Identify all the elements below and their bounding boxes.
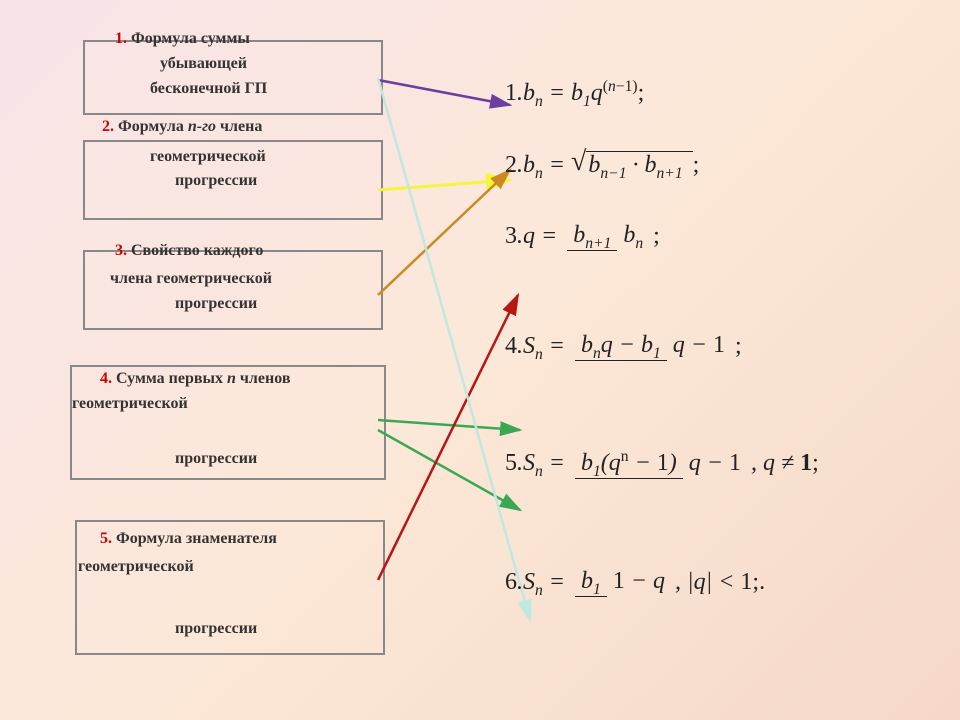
label-2-line1: 2. Формула n-го члена	[102, 118, 262, 136]
formula-6: 6.Sn = b11 − q, |q| < 1;.	[505, 568, 765, 600]
label-1-line2: убывающей	[160, 55, 247, 73]
box-3	[83, 250, 383, 330]
label-4-line3: прогрессии	[175, 450, 257, 468]
label-3-line1: 3. Свойство каждого	[115, 242, 263, 260]
label-1-line1: 1. Формула суммы	[115, 30, 250, 48]
label-3-line3: прогрессии	[175, 295, 257, 313]
box-1	[83, 40, 383, 115]
label-3-line2: члена геометрической	[110, 270, 272, 288]
label-2-line2: геометрической	[150, 148, 266, 166]
formula-4: 4.Sn = bnq − b1q − 1;	[505, 332, 742, 364]
formula-5: 5.Sn = b1(qn − 1)q − 1, q ≠ 1;	[505, 448, 819, 481]
formula-3: 3.q = bn+1bn;	[505, 222, 660, 253]
formula-2: 2.bn = √bn−1 · bn+1;	[505, 148, 699, 183]
label-5-line2: геометрической	[78, 558, 194, 576]
label-5-line1: 5. Формула знаменателя	[100, 530, 277, 548]
formula-1: 1.bn = b1q(n−1);	[505, 78, 644, 111]
label-1-line3: бесконечной ГП	[150, 80, 267, 98]
label-5-line3: прогрессии	[175, 620, 257, 638]
label-4-line1: 4. Сумма первых n членов	[100, 370, 290, 388]
label-2-line3: прогрессии	[175, 172, 257, 190]
label-4-line2: геометрической	[72, 395, 188, 413]
